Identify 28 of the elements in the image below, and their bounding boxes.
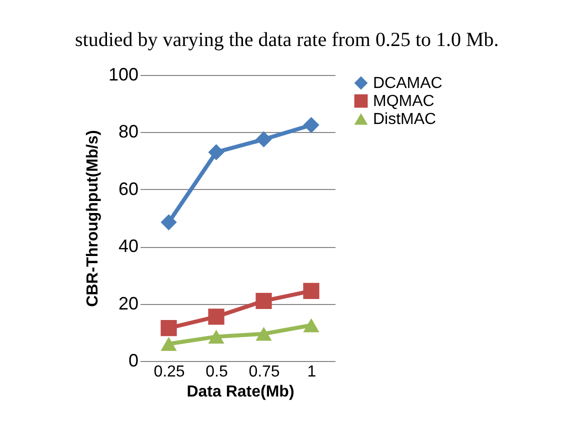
x-tick-label: 1	[307, 364, 316, 380]
point	[208, 308, 224, 325]
point	[208, 144, 224, 160]
legend-label: DistMAC	[373, 111, 436, 128]
x-axis-title: Data Rate(Mb)	[186, 384, 294, 400]
y-tick-label: 60	[118, 178, 138, 199]
x-tick-label: 0.75	[248, 364, 280, 380]
x-tick-label: 0.5	[206, 364, 228, 380]
y-tick-label: 20	[118, 293, 138, 314]
y-tick-label: 40	[118, 236, 138, 256]
point	[208, 330, 224, 344]
y-tick-label: 0	[128, 350, 138, 370]
point	[256, 326, 272, 341]
point	[160, 336, 177, 351]
point	[160, 214, 177, 230]
legend-label: MQMAC	[373, 93, 434, 110]
point	[160, 320, 177, 336]
point	[303, 318, 320, 332]
point	[303, 116, 320, 134]
point	[256, 292, 272, 310]
x-tick-label: 0.25	[154, 364, 185, 380]
text: studied by varying the data rate from 0.25 to 1.0 Mb.	[75, 29, 499, 51]
y-tick-label: 80	[118, 122, 138, 142]
legend-label: DCAMAC	[373, 75, 442, 92]
point	[303, 282, 320, 299]
y-axis-title: CBR-Throughput(Mb/s)	[84, 130, 102, 307]
y-tick-label: 100	[108, 64, 138, 84]
point	[256, 131, 272, 148]
